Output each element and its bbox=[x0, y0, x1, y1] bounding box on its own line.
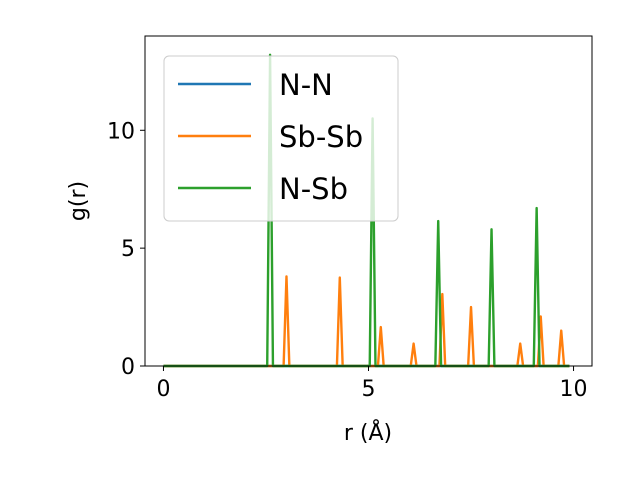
legend-label: N-Sb bbox=[279, 172, 348, 206]
x-tick-label: 10 bbox=[560, 377, 588, 402]
y-axis-ticks: 0 5 10 bbox=[107, 119, 145, 380]
y-axis-label: g(r) bbox=[66, 181, 91, 221]
y-tick-label: 0 bbox=[121, 355, 135, 380]
legend-label: N-N bbox=[279, 68, 333, 102]
legend-frame bbox=[163, 55, 399, 222]
x-tick-label: 5 bbox=[362, 377, 376, 402]
x-axis-label: r (Å) bbox=[344, 419, 392, 446]
legend: N-N Sb-Sb N-Sb bbox=[163, 55, 399, 222]
x-tick-label: 0 bbox=[156, 377, 170, 402]
legend-label: Sb-Sb bbox=[279, 120, 363, 154]
y-tick-label: 10 bbox=[107, 119, 135, 144]
x-axis-ticks: 0 5 10 bbox=[156, 366, 588, 402]
y-tick-label: 5 bbox=[121, 237, 135, 262]
